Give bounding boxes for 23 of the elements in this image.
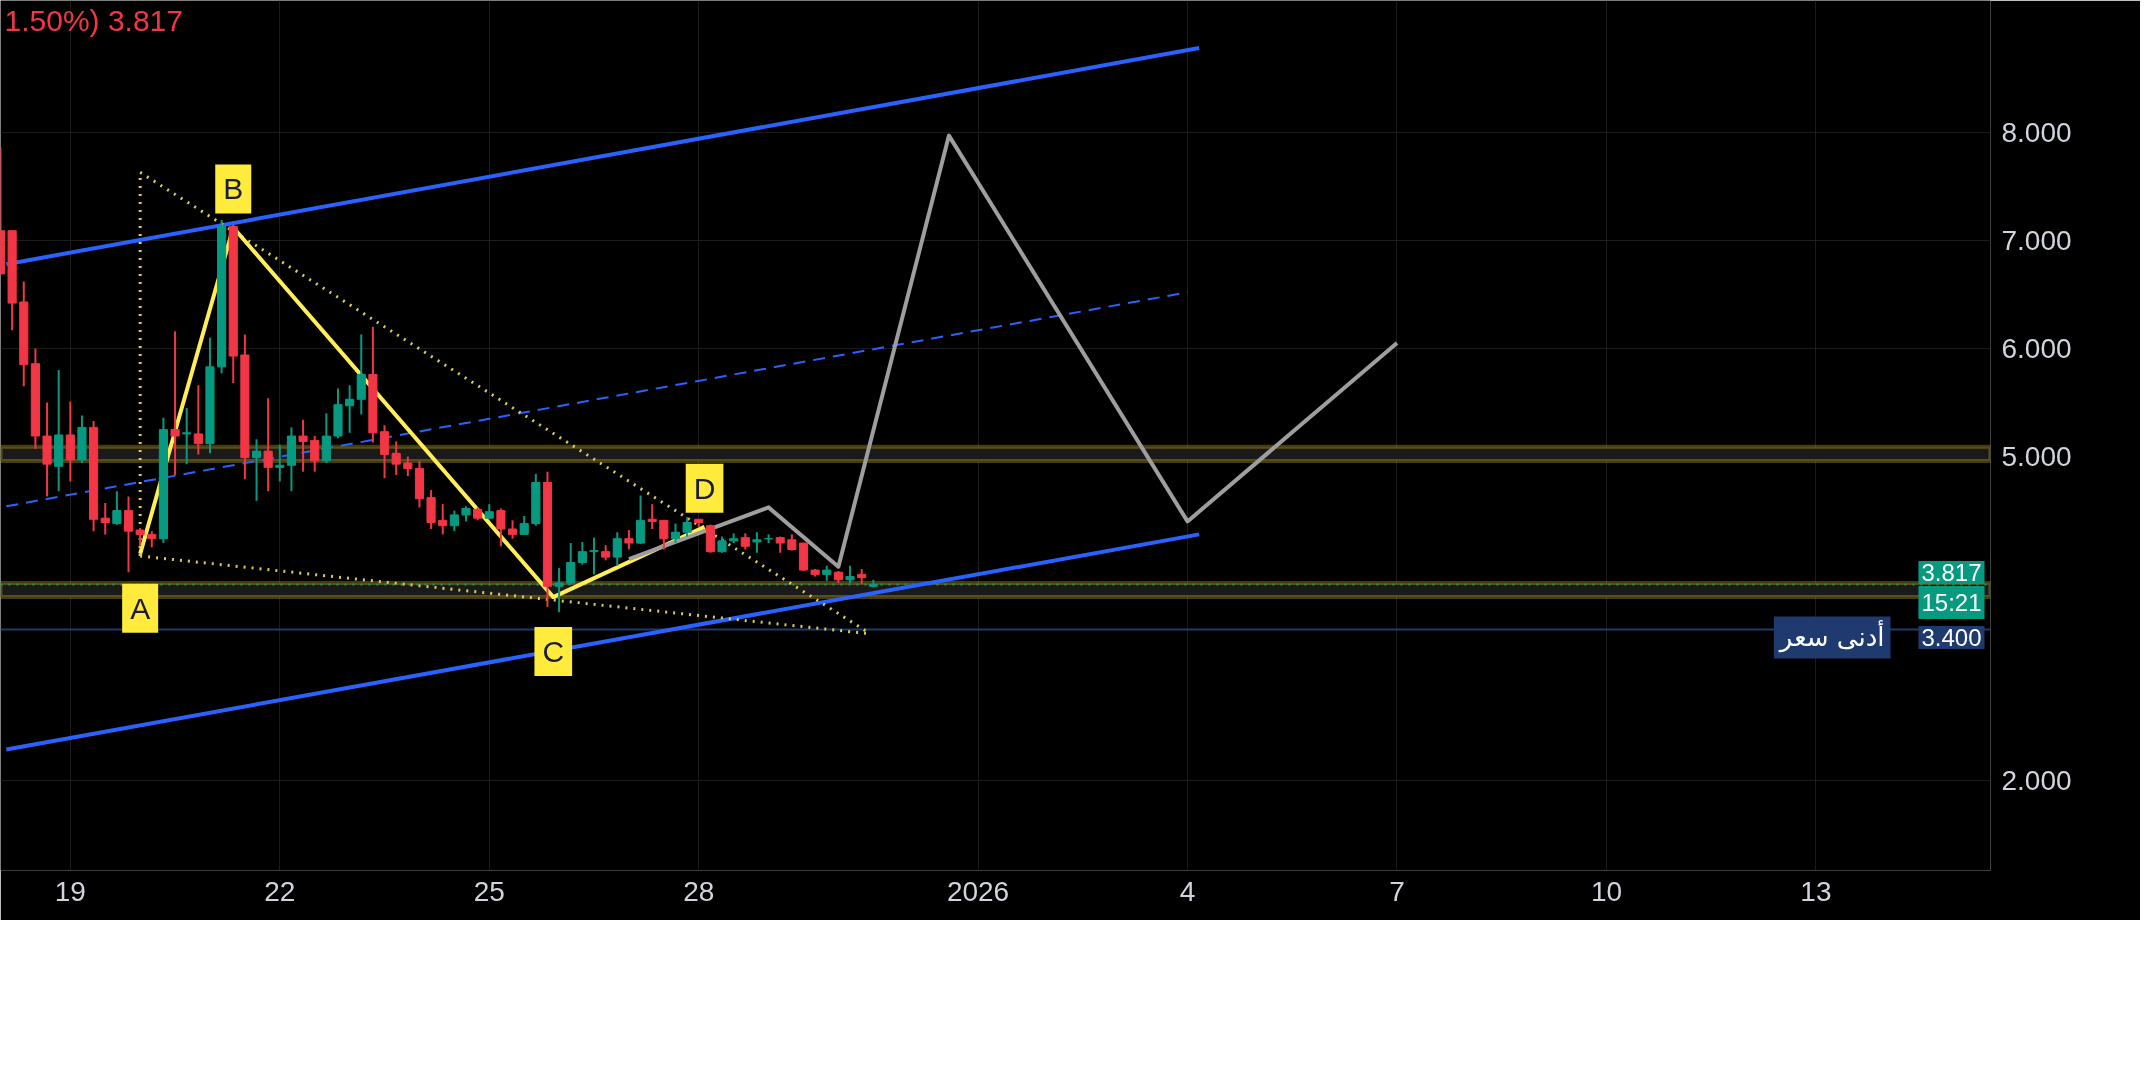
y-tick-label: 6.000 <box>2001 333 2072 364</box>
annotation: 1.50%) 3.817 <box>4 3 183 37</box>
annotation: B <box>223 172 244 206</box>
x-tick-label: 25 <box>473 875 505 907</box>
annotation: D <box>693 471 716 505</box>
ref-line-label: 3.400 <box>1921 623 1982 651</box>
x-tick-label: 28 <box>683 875 715 907</box>
x-tick-label: 19 <box>54 875 86 907</box>
x-tick-label: 7 <box>1389 875 1405 907</box>
annotation: C <box>542 635 565 669</box>
x-tick-label: 10 <box>1590 875 1623 907</box>
x-tick-label: 13 <box>1800 875 1832 907</box>
y-tick-label: 5.000 <box>2001 441 2072 473</box>
x-tick-label: 4 <box>1179 875 1196 907</box>
y-tick-label: 7.000 <box>2001 224 2072 256</box>
annotation: A <box>130 591 151 625</box>
y-tick-label: 8.000 <box>2001 116 2072 148</box>
ref-line-label: 3.817 <box>1921 558 1982 586</box>
annotation: أدنى سعر <box>1777 619 1885 654</box>
x-tick-label: 22 <box>264 875 296 907</box>
x-tick-label: 2026 <box>946 875 1010 907</box>
annotation: 15:21 <box>1921 588 1982 616</box>
y-tick-label: 2.000 <box>2001 765 2072 797</box>
